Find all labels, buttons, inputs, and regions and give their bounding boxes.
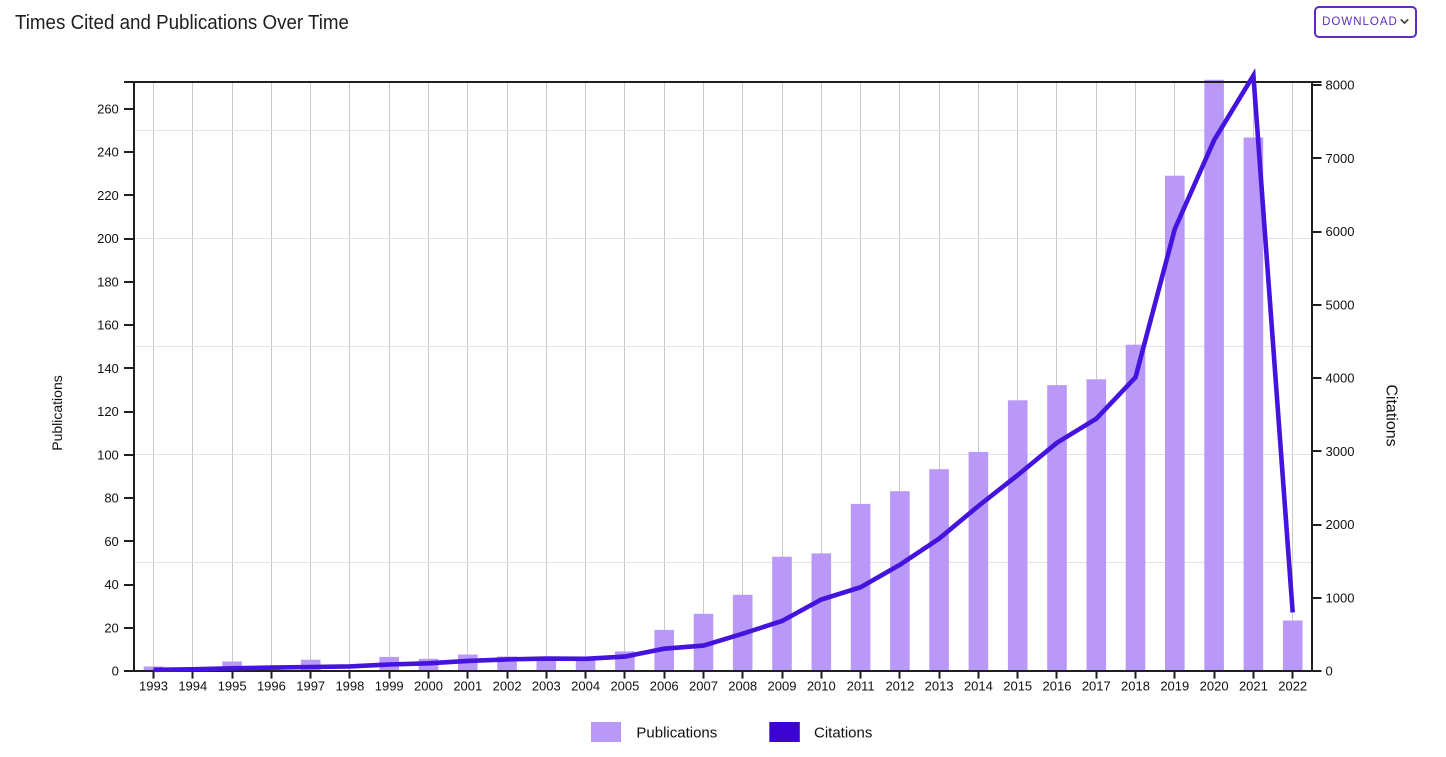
svg-text:2014: 2014 — [964, 679, 993, 694]
svg-text:1993: 1993 — [139, 679, 168, 694]
svg-text:220: 220 — [97, 188, 119, 203]
svg-text:1995: 1995 — [218, 679, 247, 694]
svg-text:1997: 1997 — [296, 679, 325, 694]
svg-text:160: 160 — [97, 318, 119, 333]
svg-text:2004: 2004 — [571, 679, 600, 694]
svg-text:1996: 1996 — [257, 679, 286, 694]
svg-text:Citations: Citations — [814, 725, 872, 742]
svg-text:1994: 1994 — [178, 679, 207, 694]
svg-text:2005: 2005 — [610, 679, 639, 694]
svg-text:2010: 2010 — [807, 679, 836, 694]
svg-text:200: 200 — [97, 231, 119, 246]
svg-text:1998: 1998 — [335, 679, 364, 694]
svg-text:3000: 3000 — [1326, 444, 1355, 459]
svg-text:2019: 2019 — [1160, 679, 1189, 694]
svg-text:0: 0 — [1326, 664, 1333, 679]
svg-text:2020: 2020 — [1200, 679, 1229, 694]
svg-text:7000: 7000 — [1326, 151, 1355, 166]
svg-text:2017: 2017 — [1082, 679, 1111, 694]
svg-text:2000: 2000 — [414, 679, 443, 694]
svg-text:Citations: Citations — [1383, 384, 1400, 446]
svg-text:140: 140 — [97, 361, 119, 376]
svg-text:2013: 2013 — [925, 679, 954, 694]
svg-text:2011: 2011 — [847, 679, 875, 694]
svg-text:2012: 2012 — [885, 679, 914, 694]
svg-text:80: 80 — [104, 491, 118, 506]
svg-text:6000: 6000 — [1326, 224, 1355, 239]
svg-text:2003: 2003 — [532, 679, 561, 694]
svg-text:20: 20 — [104, 620, 118, 635]
svg-text:8000: 8000 — [1326, 78, 1355, 93]
svg-text:2000: 2000 — [1326, 517, 1355, 532]
svg-text:1000: 1000 — [1326, 590, 1355, 605]
svg-text:180: 180 — [97, 274, 119, 289]
svg-text:260: 260 — [97, 102, 119, 117]
svg-text:0: 0 — [112, 664, 119, 679]
svg-text:2016: 2016 — [1043, 679, 1072, 694]
svg-text:2001: 2001 — [453, 679, 482, 694]
svg-text:2008: 2008 — [728, 679, 757, 694]
svg-text:240: 240 — [97, 145, 119, 160]
svg-text:40: 40 — [104, 577, 118, 592]
svg-text:Publications: Publications — [636, 725, 717, 742]
svg-text:2007: 2007 — [689, 679, 718, 694]
svg-text:100: 100 — [97, 447, 119, 462]
svg-text:120: 120 — [97, 404, 119, 419]
svg-text:5000: 5000 — [1326, 297, 1355, 312]
svg-text:2021: 2021 — [1239, 679, 1268, 694]
svg-text:60: 60 — [104, 534, 118, 549]
svg-text:2002: 2002 — [493, 679, 522, 694]
svg-text:2006: 2006 — [650, 679, 679, 694]
svg-text:2015: 2015 — [1003, 679, 1032, 694]
svg-text:2022: 2022 — [1278, 679, 1307, 694]
svg-text:2009: 2009 — [768, 679, 797, 694]
svg-text:4000: 4000 — [1326, 371, 1355, 386]
svg-text:Publications: Publications — [49, 375, 65, 451]
svg-text:2018: 2018 — [1121, 679, 1150, 694]
svg-text:1999: 1999 — [375, 679, 404, 694]
